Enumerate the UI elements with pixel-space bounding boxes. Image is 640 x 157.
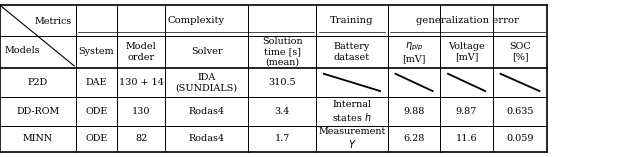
Text: 130 + 14: 130 + 14 (118, 78, 164, 87)
Text: Battery
dataset: Battery dataset (334, 42, 370, 62)
Text: P2D: P2D (28, 78, 48, 87)
Text: 6.28: 6.28 (403, 134, 425, 143)
Text: System: System (79, 47, 114, 56)
Text: 11.6: 11.6 (456, 134, 477, 143)
Text: 82: 82 (135, 134, 147, 143)
Text: $\eta_{plp}$
[mV]: $\eta_{plp}$ [mV] (403, 40, 426, 63)
Text: 1.7: 1.7 (275, 134, 290, 143)
Text: 0.635: 0.635 (506, 107, 534, 116)
Text: Rodas4: Rodas4 (189, 107, 225, 116)
Text: Measurement
$Y$: Measurement $Y$ (318, 127, 386, 150)
Text: DD-ROM: DD-ROM (16, 107, 60, 116)
Text: 130: 130 (132, 107, 150, 116)
Text: 9.87: 9.87 (456, 107, 477, 116)
Text: 310.5: 310.5 (268, 78, 296, 87)
Text: Internal
states $h$: Internal states $h$ (332, 100, 372, 123)
Text: MINN: MINN (22, 134, 53, 143)
Text: Model
order: Model order (125, 42, 157, 62)
Text: ODE: ODE (85, 134, 108, 143)
Text: Solver: Solver (191, 47, 223, 56)
Text: Models: Models (5, 46, 40, 55)
Text: Metrics: Metrics (34, 17, 72, 27)
Text: Complexity: Complexity (167, 16, 225, 25)
Text: IDA
(SUNDIALS): IDA (SUNDIALS) (175, 73, 238, 92)
Text: Training: Training (330, 16, 374, 25)
Text: ODE: ODE (85, 107, 108, 116)
Text: 9.88: 9.88 (403, 107, 425, 116)
Text: DAE: DAE (86, 78, 107, 87)
Text: Solution
time [s]
(mean): Solution time [s] (mean) (262, 37, 303, 67)
Text: Voltage
[mV]: Voltage [mV] (448, 42, 485, 62)
Text: Rodas4: Rodas4 (189, 134, 225, 143)
Text: 0.059: 0.059 (506, 134, 534, 143)
Text: generalization error: generalization error (416, 16, 519, 25)
Text: SOC
[%]: SOC [%] (509, 42, 531, 62)
Text: 3.4: 3.4 (275, 107, 290, 116)
